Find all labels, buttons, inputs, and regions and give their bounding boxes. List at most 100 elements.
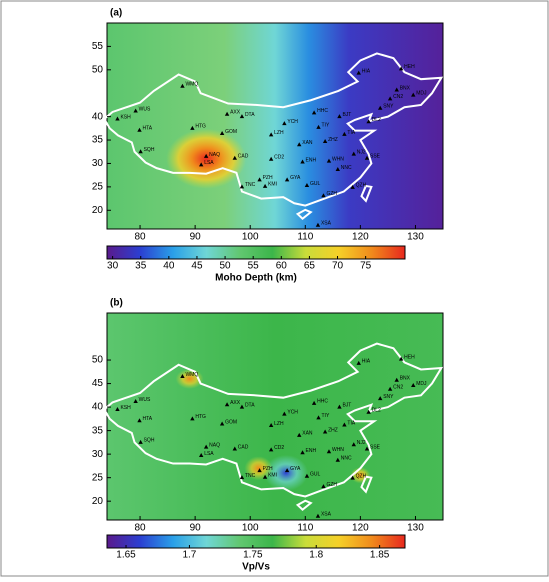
x-tick-label: 110 <box>297 232 313 243</box>
station-marker <box>398 66 404 71</box>
station-label: MDJ <box>416 90 427 96</box>
station-label: ENH <box>306 448 317 454</box>
station-marker <box>203 153 209 158</box>
station-label: DTA <box>245 112 255 118</box>
station-label: LZH <box>274 421 284 427</box>
station-label: CN2 <box>393 385 403 391</box>
station-marker <box>115 406 120 411</box>
colorbar-tick-label: 50 <box>220 261 232 272</box>
station-label: TIY <box>322 413 330 419</box>
station-label: CD2 <box>274 155 284 161</box>
station-marker <box>268 447 274 452</box>
station-marker <box>321 193 326 198</box>
station-label: DL2 <box>372 408 381 414</box>
panel-label: (a) <box>110 8 122 19</box>
station-marker <box>232 446 237 451</box>
border <box>102 342 444 498</box>
station-label: WUS <box>139 106 151 112</box>
station-marker <box>387 386 393 391</box>
station-marker <box>282 411 287 416</box>
station-marker <box>394 377 399 382</box>
station-marker <box>190 125 195 130</box>
colorbar-tick-label: 40 <box>163 261 175 272</box>
station-marker <box>239 404 245 409</box>
station-label: GUL <box>310 472 321 478</box>
station-label: GUL <box>310 181 321 187</box>
border <box>360 475 373 494</box>
station-label: NAQ <box>209 152 220 158</box>
y-tick-label: 45 <box>92 378 104 389</box>
station-marker <box>284 468 290 473</box>
station-label: AXX <box>230 400 241 406</box>
station-marker <box>239 475 245 480</box>
station-label: KMI <box>268 473 277 479</box>
y-tick-label: 50 <box>92 355 104 366</box>
station-marker <box>198 453 204 458</box>
station-marker <box>262 474 268 479</box>
station-marker <box>316 415 321 420</box>
station-marker <box>351 442 356 447</box>
station-marker <box>321 484 326 489</box>
station-marker <box>239 184 245 189</box>
station-label: HTA <box>142 126 152 132</box>
station-marker <box>326 449 332 454</box>
y-tick-label: 35 <box>92 425 104 436</box>
station-marker <box>297 142 302 147</box>
station-label: ZHZ <box>328 427 338 433</box>
colorbar-tick-label: 65 <box>304 261 316 272</box>
station-marker <box>366 409 371 414</box>
station-label: SSE <box>370 154 381 160</box>
colorbar-tick-label: 1.65 <box>116 550 136 561</box>
station-marker <box>190 416 195 421</box>
station-marker <box>350 475 355 480</box>
station-label: TNC <box>245 473 256 479</box>
station-marker <box>224 402 230 407</box>
station-label: GZH <box>326 482 337 488</box>
station-label: GYA <box>290 466 301 472</box>
colorbar-tick-label: 45 <box>191 261 203 272</box>
station-marker <box>378 105 383 110</box>
station-marker <box>315 513 321 518</box>
station-marker <box>356 70 361 75</box>
station-label: KMI <box>268 182 277 188</box>
border <box>360 184 373 203</box>
y-tick-label: 20 <box>92 205 104 216</box>
station-label: KSH <box>120 405 131 411</box>
colorbar-tick-label: 1.85 <box>370 550 390 561</box>
x-tick-label: 120 <box>352 523 369 534</box>
colorbar-tick-label: 70 <box>332 261 344 272</box>
station-marker <box>364 155 370 160</box>
station-label: NAQ <box>209 442 220 448</box>
station-label: TIA <box>347 420 355 426</box>
station-marker <box>350 184 355 189</box>
colorbar <box>106 534 406 549</box>
station-marker <box>282 121 287 126</box>
station-label: SNY <box>383 394 394 400</box>
station-label: WMQ <box>185 372 198 378</box>
colorbar-tick-label: 55 <box>248 261 260 272</box>
border <box>295 208 313 221</box>
station-marker <box>180 83 185 88</box>
colorbar <box>106 245 406 260</box>
colorbar-tick-label: 60 <box>276 261 288 272</box>
station-label: SQH <box>144 438 155 444</box>
station-marker <box>387 96 393 101</box>
station-label: HIA <box>362 359 371 365</box>
colorbar-tick-label: 1.8 <box>309 550 323 561</box>
station-label: BJT <box>342 112 351 118</box>
station-label: GOM <box>225 129 237 135</box>
station-label: PZH <box>263 466 273 472</box>
colorbar-tick-label: 30 <box>107 261 119 272</box>
colorbar-tick-label: 1.75 <box>243 550 263 561</box>
station-label: CD2 <box>274 445 284 451</box>
station-label: GYA <box>290 175 301 181</box>
y-tick-label: 50 <box>92 64 104 75</box>
station-marker <box>411 92 416 97</box>
station-marker <box>304 473 310 478</box>
station-label: DL2 <box>372 117 381 123</box>
station-marker <box>304 182 310 187</box>
station-marker <box>133 398 138 403</box>
station-marker <box>342 131 347 136</box>
station-label: NNC <box>341 165 352 171</box>
